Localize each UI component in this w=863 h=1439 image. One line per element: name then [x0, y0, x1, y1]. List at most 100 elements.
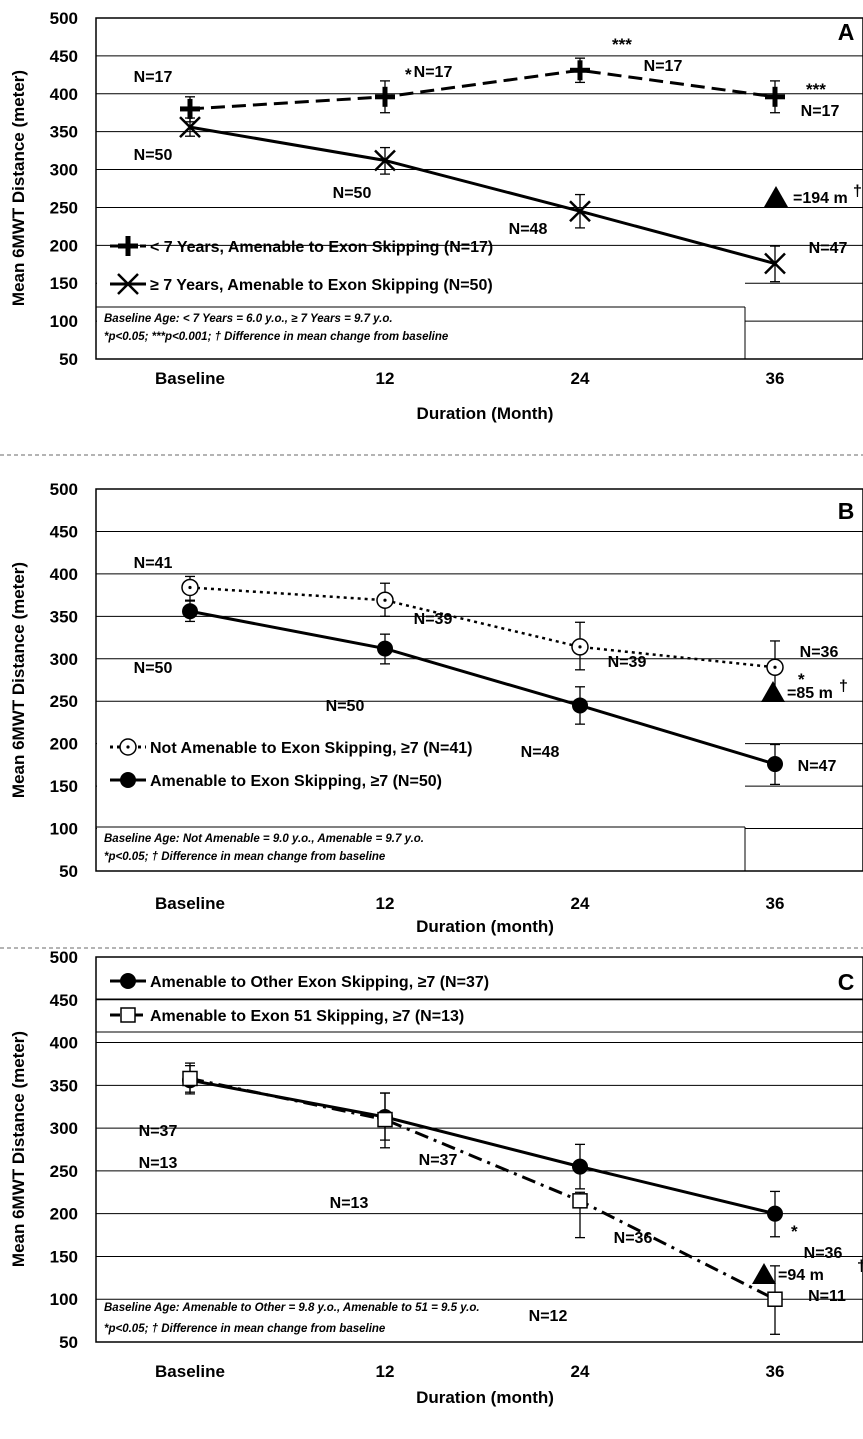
- point-marker: [773, 665, 777, 669]
- x-axis-label: Duration (month): [416, 1388, 554, 1407]
- footnote: *p<0.05; † Difference in mean change fro…: [104, 851, 386, 863]
- point-marker: [182, 603, 198, 620]
- point-marker: [572, 1193, 588, 1209]
- footnote: Baseline Age: < 7 Years = 6.0 y.o., ≥ 7 …: [104, 313, 393, 325]
- series-1: N=17 N=17 N=17N=17*******: [134, 35, 840, 123]
- significance-label: ***: [806, 80, 826, 99]
- point-marker: [382, 86, 388, 107]
- series-line: [189, 586, 776, 669]
- n-label: N=12: [529, 1308, 568, 1325]
- y-tick-label: 400: [50, 85, 78, 104]
- panel-letter: C: [838, 969, 855, 995]
- y-tick-label: 450: [50, 47, 78, 66]
- y-tick-label: 500: [50, 480, 78, 499]
- point-marker: [772, 86, 778, 107]
- series-1: N=41 N=39 N=39 N=36 *: [134, 555, 839, 695]
- y-tick-label: 50: [59, 1333, 78, 1352]
- footnote: *p<0.05; † Difference in mean change fro…: [104, 1323, 386, 1335]
- point-marker: [578, 645, 582, 649]
- difference-label: =85 m: [787, 685, 833, 702]
- chart-panel-a: 500 450 400 350 300 250 200 150 100 50 Baseline 12 2…: [9, 9, 863, 423]
- y-tick-label: 350: [50, 123, 78, 142]
- x-axis-label: Duration (Month): [417, 404, 554, 423]
- footnote: Baseline Age: Not Amenable = 9.0 y.o., A…: [104, 833, 424, 845]
- y-tick-label: 150: [50, 274, 78, 293]
- y-tick-label: 100: [50, 312, 78, 331]
- n-label: N=36: [800, 644, 839, 661]
- y-tick-label: 100: [50, 820, 78, 839]
- n-label: N=36: [614, 1230, 653, 1247]
- chart-panel-b: 500 450 400 350 300 250 200 150 100 50 Baseline 12 2…: [9, 480, 863, 936]
- n-label: N=13: [139, 1155, 178, 1172]
- legend-label: Amenable to Other Exon Skipping, ≥7 (N=3…: [150, 974, 489, 991]
- x-tick-label: 24: [571, 1362, 590, 1381]
- x-tick-label: 24: [571, 894, 590, 913]
- panel-letter: A: [838, 19, 855, 45]
- panel-letter: B: [838, 498, 855, 524]
- point-marker: [182, 1070, 198, 1087]
- n-label: N=17: [414, 64, 453, 81]
- n-label: N=39: [608, 654, 647, 671]
- dagger-mark: †: [853, 183, 862, 200]
- difference-triangle-icon: [761, 681, 785, 702]
- point-marker: [377, 640, 393, 657]
- chart-panel-c: 500 450 400 350 300 250 200 150 100 50 Baseline 12 2…: [9, 948, 863, 1407]
- n-label: N=50: [326, 698, 365, 715]
- difference-triangle-icon: [752, 1263, 776, 1284]
- legend-label: ≥ 7 Years, Amenable to Exon Skipping (N=…: [150, 277, 493, 294]
- n-label: N=11: [808, 1288, 846, 1305]
- series-line: [189, 1078, 776, 1216]
- y-tick-label: 200: [50, 735, 78, 754]
- x-tick-label: 12: [376, 369, 395, 388]
- point-marker: [120, 973, 136, 989]
- y-tick-label: 250: [50, 1162, 78, 1181]
- footnote: *p<0.05; ***p<0.001; † Difference in mea…: [104, 331, 449, 343]
- y-tick-label: 200: [50, 236, 78, 255]
- point-marker: [188, 585, 192, 590]
- x-tick-label: 24: [571, 369, 590, 388]
- point-marker: [374, 149, 396, 172]
- n-label: N=47: [809, 240, 848, 257]
- series-2: N=50 N=50 N=48 N=47: [134, 116, 848, 283]
- point-marker: [764, 252, 786, 275]
- plot-area: [95, 956, 863, 1343]
- n-label: N=39: [414, 611, 453, 628]
- y-axis-label: Mean 6MWT Distance (meter): [9, 70, 28, 306]
- difference-label: =194 m: [793, 190, 848, 207]
- difference-triangle-icon: [764, 186, 788, 207]
- x-tick-label: Baseline: [155, 369, 225, 388]
- n-label: N=17: [801, 103, 840, 120]
- point-marker: [126, 745, 130, 749]
- point-marker: [572, 697, 588, 714]
- x-axis-label: Duration (month): [416, 917, 554, 936]
- x-tick-label: 12: [376, 894, 395, 913]
- x-tick-label: 36: [766, 1362, 785, 1381]
- point-marker: [767, 1291, 783, 1307]
- significance-label: *: [405, 65, 412, 84]
- n-label: N=17: [644, 58, 683, 75]
- series-2: N=50 N=50 N=48 N=47: [134, 600, 836, 786]
- y-tick-label: 500: [50, 9, 78, 28]
- y-tick-label: 400: [50, 1034, 78, 1053]
- n-label: N=50: [134, 147, 173, 164]
- y-tick-label: 400: [50, 565, 78, 584]
- y-tick-label: 300: [50, 161, 78, 180]
- point-marker: [125, 236, 131, 256]
- y-tick-label: 50: [59, 862, 78, 881]
- series-line: [189, 609, 776, 766]
- point-marker: [377, 1111, 393, 1128]
- difference-label: =94 m: [778, 1267, 824, 1284]
- y-axis-label: Mean 6MWT Distance (meter): [9, 562, 28, 798]
- y-tick-label: 300: [50, 1119, 78, 1138]
- legend-label: Amenable to Exon 51 Skipping, ≥7 (N=13): [150, 1008, 464, 1025]
- significance-label: *: [798, 670, 805, 689]
- y-tick-label: 450: [50, 522, 78, 541]
- point-marker: [117, 273, 139, 295]
- x-tick-label: 36: [766, 894, 785, 913]
- point-marker: [120, 772, 136, 788]
- y-tick-label: 450: [50, 991, 78, 1010]
- point-marker: [120, 1007, 136, 1023]
- legend-label: < 7 Years, Amenable to Exon Skipping (N=…: [150, 239, 493, 256]
- y-tick-label: 150: [50, 777, 78, 796]
